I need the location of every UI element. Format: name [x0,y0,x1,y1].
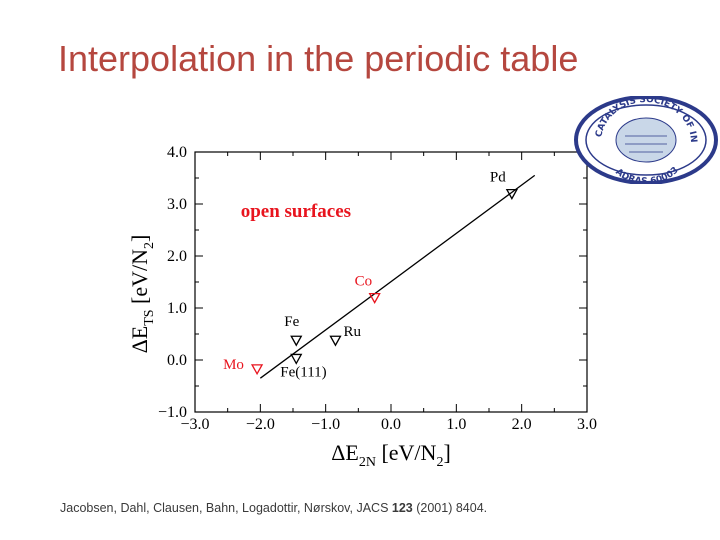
data-label-fe111: Fe(111) [280,364,326,380]
x-tick-label: −2.0 [246,416,275,433]
y-tick-label: −1.0 [158,404,187,421]
fit-line [259,174,536,379]
y-tick-label: 4.0 [167,144,187,161]
x-tick-label: 2.0 [512,416,532,433]
x-tick-label: −1.0 [311,416,340,433]
x-tick-label: 1.0 [446,416,466,433]
data-label-pd: Pd [490,170,506,186]
data-point-pd [505,188,518,200]
citation-authors: Jacobsen, Dahl, Clausen, Bahn, Logadotti… [60,501,389,515]
chart-figure: −3.0 −2.0 −1.0 0.0 1.0 2.0 3.0 −1.0 0.0 1.0 2.0 3.0… [127,144,597,470]
x-tick-label: 0.0 [381,416,401,433]
data-point-fe [290,335,303,347]
x-tick-label: 3.0 [577,416,597,433]
citation-rest: (2001) 8404. [416,501,488,515]
data-label-fe: Fe [284,314,299,330]
data-point-co [368,292,381,304]
data-point-ru [329,335,342,347]
data-label-co: Co [355,274,373,290]
data-point-fe111 [290,353,303,365]
slide-title: Interpolation in the periodic table [58,38,579,79]
x-tick-label: −3.0 [180,416,209,433]
y-tick-label: 2.0 [167,248,187,265]
data-label-ru: Ru [343,324,361,340]
citation: Jacobsen, Dahl, Clausen, Bahn, Logadotti… [60,501,487,515]
x-axis-label: ΔE2N [eV/N2] [331,440,451,470]
y-tick-label: 1.0 [167,300,187,317]
y-tick-label: 3.0 [167,196,187,213]
data-point-mo [250,364,264,376]
y-tick-label: 0.0 [167,352,187,369]
y-axis-label: ΔETS [eV/N2] [127,235,157,354]
data-label-mo: Mo [223,357,244,373]
citation-volume: 123 [391,501,413,515]
catalysis-society-seal-logo: THE CATALYSIS SOCIETY OF INDIA MADRAS 60… [573,96,718,184]
annotation-open-surfaces: open surfaces [241,201,351,222]
